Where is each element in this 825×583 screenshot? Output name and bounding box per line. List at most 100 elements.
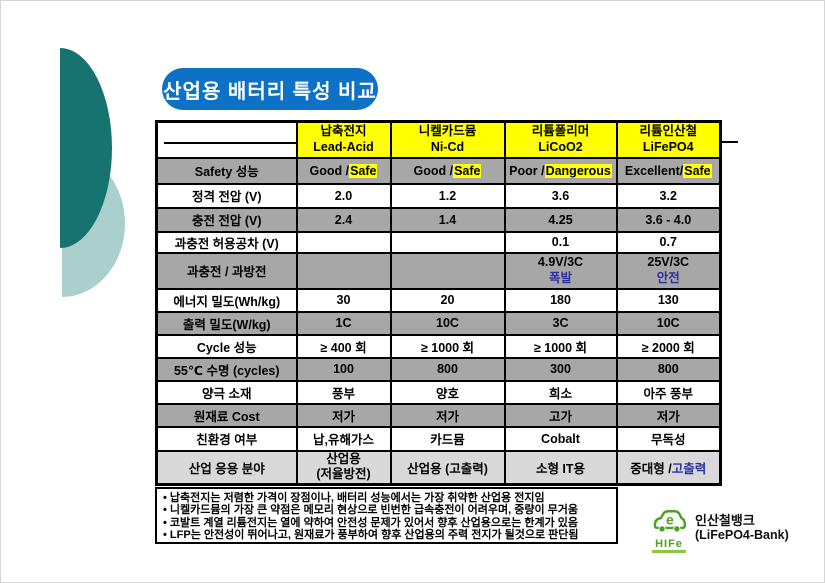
cell: 산업용 (고출력) [389, 449, 506, 486]
table-row-charge-voltage: 충전 전압 (V) 2.4 1.4 4.25 3.6 - 4.0 [155, 206, 722, 233]
cell: ≥ 1000 회 [503, 333, 618, 359]
cell: 1.2 [389, 182, 506, 209]
header-licoo2: 리튬폴리머 LiCoO2 [503, 120, 618, 159]
cell: 풍부 [295, 379, 392, 405]
corner-divider-line [164, 142, 295, 145]
cell: 3.2 [615, 182, 722, 209]
header-corner-cell [155, 120, 298, 159]
cell: 180 [503, 287, 618, 313]
cell: 300 [503, 356, 618, 382]
note-item: 니켈카드뮴의 가장 큰 약점은 메모리 현상으로 빈번한 급속충전이 어려우며,… [163, 504, 610, 516]
header-callout-line [719, 141, 738, 143]
table-row-life-55c: 55℃ 수명 (cycles) 100 800 300 800 [155, 356, 722, 382]
row-label: 원재료 Cost [155, 402, 298, 428]
ev-car-icon: e [650, 510, 688, 538]
cell: 아주 풍부 [615, 379, 722, 405]
logo-name-kr: 인산철뱅크 [695, 513, 755, 528]
cell-safety-2: Poor /Dangerous [503, 156, 618, 185]
table-header-row: 납축전지 Lead-Acid 니켈카드뮴 Ni-Cd 리튬폴리머 LiCoO2 … [155, 120, 722, 159]
cell: 30 [295, 287, 392, 313]
cell [295, 251, 392, 290]
table-row-energy-density: 에너지 밀도(Wh/kg) 30 20 180 130 [155, 287, 722, 313]
row-label: 충전 전압 (V) [155, 206, 298, 233]
cell: 3.6 - 4.0 [615, 206, 722, 233]
cell: 고가 [503, 402, 618, 428]
header-en: Ni-Cd [430, 139, 465, 154]
header-en: LiFePO4 [642, 139, 694, 154]
cell: 저가 [389, 402, 506, 428]
cell-safety-3: Excellent/Safe [615, 156, 722, 185]
cell: 800 [615, 356, 722, 382]
header-lead-acid: 납축전지 Lead-Acid [295, 120, 392, 159]
logo-brand-underline [652, 550, 686, 553]
cell: 4.9V/3C 폭발 [503, 251, 618, 290]
highlight: Safe [683, 163, 712, 178]
cell: ≥ 400 회 [295, 333, 392, 359]
cell: 2.4 [295, 206, 392, 233]
cell [389, 251, 506, 290]
page-title: 산업용 배터리 특성 비교 [162, 68, 378, 110]
row-label: 55℃ 수명 (cycles) [155, 356, 298, 382]
cell-safety-1: Good /Safe [389, 156, 506, 185]
row-label: 출력 밀도(W/kg) [155, 310, 298, 336]
cell: 카드뮴 [389, 425, 506, 452]
row-label: 산업 응용 분야 [155, 449, 298, 486]
cell: 저가 [615, 402, 722, 428]
header-ni-cd: 니켈카드뮴 Ni-Cd [389, 120, 506, 159]
cell: 양호 [389, 379, 506, 405]
cell: 1.4 [389, 206, 506, 233]
table-row-overcharge-tolerance: 과충전 허용공차 (V) 0.1 0.7 [155, 230, 722, 254]
cell: 10C [389, 310, 506, 336]
table-row-power-density: 출력 밀도(W/kg) 1C 10C 3C 10C [155, 310, 722, 336]
row-label: 과충전 / 과방전 [155, 251, 298, 290]
cell-safety-0: Good /Safe [295, 156, 392, 185]
note-item: 코발트 계열 리튬전지는 열에 약하여 안전성 문제가 있어서 향후 산업용으로… [163, 517, 610, 529]
cell: 100 [295, 356, 392, 382]
header-en: LiCoO2 [538, 139, 583, 154]
cell: 0.7 [615, 230, 722, 254]
cell [389, 230, 506, 254]
row-label: Cycle 성능 [155, 333, 298, 359]
cell: Cobalt [503, 425, 618, 452]
row-label: 친환경 여부 [155, 425, 298, 452]
cell: 희소 [503, 379, 618, 405]
table-row-cathode-material: 양극 소재 풍부 양호 희소 아주 풍부 [155, 379, 722, 405]
cell: ≥ 2000 회 [615, 333, 722, 359]
cell: 1C [295, 310, 392, 336]
row-label: 양극 소재 [155, 379, 298, 405]
row-label: Safety 성능 [155, 156, 298, 185]
cell: ≥ 1000 회 [389, 333, 506, 359]
table-row-cycle: Cycle 성능 ≥ 400 회 ≥ 1000 회 ≥ 1000 회 ≥ 200… [155, 333, 722, 359]
cell: 0.1 [503, 230, 618, 254]
cell [295, 230, 392, 254]
note-item: LFP는 안전성이 뛰어나고, 원재료가 풍부하여 향후 산업용의 주력 전지가… [163, 529, 610, 541]
logo-name-en: (LiFePO4-Bank) [695, 528, 789, 542]
cell: 25V/3C 안전 [615, 251, 722, 290]
header-lifepo4: 리튬인산철 LiFePO4 [615, 120, 722, 159]
table-row-safety: Safety 성능 Good /Safe Good /Safe Poor /Da… [155, 156, 722, 185]
cell: 납,유해가스 [295, 425, 392, 452]
header-kr: 니켈카드뮴 [418, 124, 477, 139]
cell: 130 [615, 287, 722, 313]
table-row-overcharge-overdischarge: 과충전 / 과방전 4.9V/3C 폭발 25V/3C 안전 [155, 251, 722, 290]
cell: 저가 [295, 402, 392, 428]
header-kr: 납축전지 [320, 124, 367, 139]
table-row-rated-voltage: 정격 전압 (V) 2.0 1.2 3.6 3.2 [155, 182, 722, 209]
cell: 소형 IT용 [503, 449, 618, 486]
highlight: Safe [349, 163, 378, 178]
highlight: Dangerous [544, 163, 612, 178]
note-item: 납축전지는 저렴한 가격이 장점이나, 배터리 성능에서는 가장 취약한 산업용… [163, 492, 610, 504]
company-logo: e HIFe 인산철뱅크 (LiFePO4-Bank) [648, 508, 789, 553]
cell: 20 [389, 287, 506, 313]
logo-brand-text: HIFe [655, 538, 683, 550]
notes-box: 납축전지는 저렴한 가격이 장점이나, 배터리 성능에서는 가장 취약한 산업용… [155, 487, 618, 544]
svg-text:e: e [666, 511, 674, 527]
cell: 10C [615, 310, 722, 336]
cell: 4.25 [503, 206, 618, 233]
cell: 3.6 [503, 182, 618, 209]
highlight: Safe [453, 163, 482, 178]
table-row-eco-friendly: 친환경 여부 납,유해가스 카드뮴 Cobalt 무독성 [155, 425, 722, 452]
row-label: 에너지 밀도(Wh/kg) [155, 287, 298, 313]
battery-comparison-table: 납축전지 Lead-Acid 니켈카드뮴 Ni-Cd 리튬폴리머 LiCoO2 … [155, 120, 722, 486]
